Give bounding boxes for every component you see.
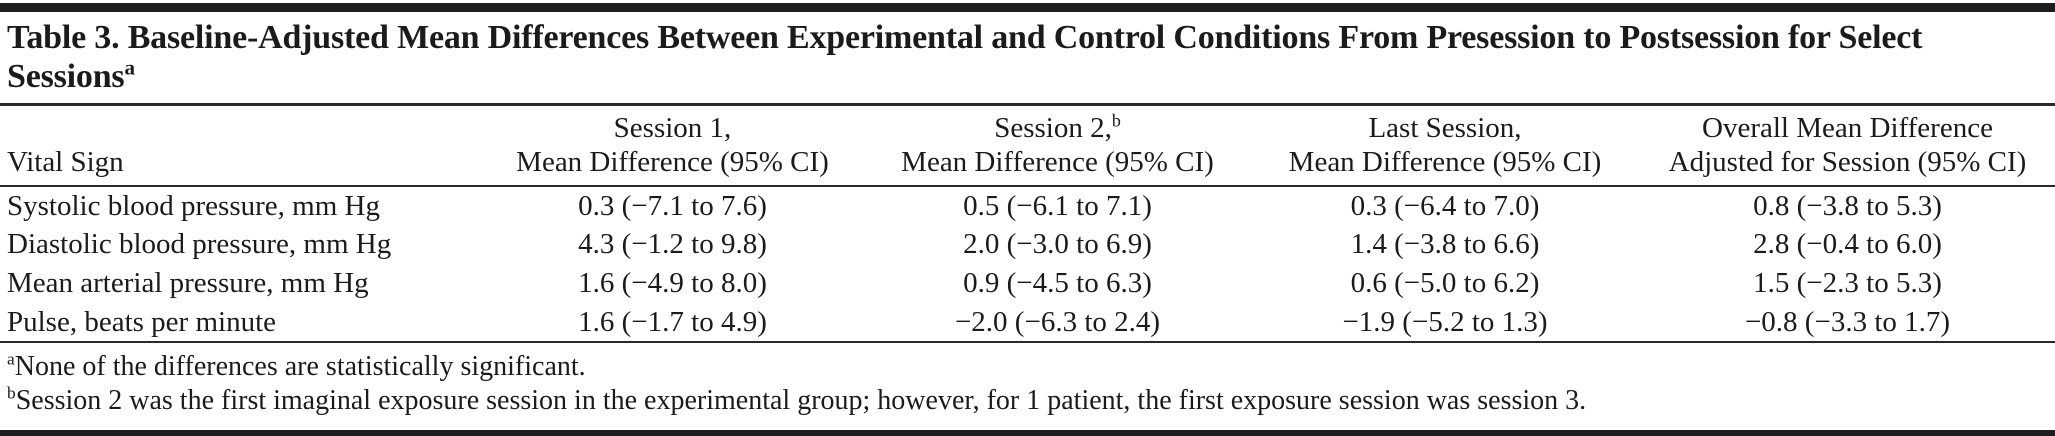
column-header-line1: Session 2,b [994,110,1121,144]
footnote-b: bSession 2 was the first imaginal exposu… [7,384,2051,418]
footnotes: aNone of the differences are statistical… [0,343,2055,418]
title-footnote-marker: a [124,55,135,80]
cell-session2: −2.0 (−6.3 to 2.4) [865,303,1250,343]
cell-session2: 2.0 (−3.0 to 6.9) [963,228,1152,260]
cell-session1: 1.6 (−4.9 to 8.0) [578,267,767,299]
table-row: Diastolic blood pressure, mm Hg 4.3 (−1.… [0,225,2055,264]
footnote-text: Session 2 was the first imaginal exposur… [15,385,1587,416]
cell-overall: 2.8 (−0.4 to 6.0) [1753,228,1942,260]
column-header-last-session: Last Session, Mean Difference (95% CI) [1250,106,1640,187]
column-header-line2: Mean Difference (95% CI) [901,146,1214,178]
table-title-text: Table 3. Baseline-Adjusted Mean Differen… [7,19,1923,95]
cell-overall: 1.5 (−2.3 to 5.3) [1753,267,1942,299]
footnote-a: aNone of the differences are statistical… [7,350,2051,384]
table-row: Mean arterial pressure, mm Hg 1.6 (−4.9 … [0,264,2055,303]
cell-session2: 0.5 (−6.1 to 7.1) [963,189,1152,222]
column-header-vital-sign: Vital Sign [0,106,480,187]
column-header-line1: Last Session, [1368,112,1522,144]
cell-vital-sign: Diastolic blood pressure, mm Hg [7,228,392,260]
bottom-rule-bar [0,430,2055,436]
header-row: Vital Sign Session 1, Mean Difference (9… [0,106,2055,187]
column-header-session1: Session 1, Mean Difference (95% CI) [480,106,865,187]
column-footnote-marker: b [1111,110,1121,131]
footnote-marker: a [7,349,15,369]
data-table: Vital Sign Session 1, Mean Difference (9… [0,106,2055,343]
column-header-session2: Session 2,b Mean Difference (95% CI) [865,106,1250,187]
cell-vital-sign: Mean arterial pressure, mm Hg [7,267,369,299]
cell-session2: 0.9 (−4.5 to 6.3) [963,267,1152,299]
column-header-line2: Mean Difference (95% CI) [1288,146,1602,178]
column-header-line2: Mean Difference (95% CI) [516,146,829,178]
table-body: Systolic blood pressure, mm Hg 0.3 (−7.1… [0,186,2055,343]
table-row: Systolic blood pressure, mm Hg 0.3 (−7.1… [0,186,2055,225]
cell-session1: 0.3 (−7.1 to 7.6) [578,189,767,222]
footnote-marker: b [7,383,16,403]
column-header-overall: Overall Mean Difference Adjusted for Ses… [1640,106,2055,187]
column-header-label: Vital Sign [7,146,124,178]
table-header: Vital Sign Session 1, Mean Difference (9… [0,106,2055,187]
cell-last-session: 1.4 (−3.8 to 6.6) [1350,228,1540,260]
column-header-line2: Adjusted for Session (95% CI) [1668,146,2027,178]
top-rule-bar [0,3,2055,12]
cell-session1: 1.6 (−1.7 to 4.9) [480,303,865,343]
table-title: Table 3. Baseline-Adjusted Mean Differen… [0,12,2055,106]
cell-last-session: 0.6 (−5.0 to 6.2) [1350,267,1540,299]
cell-session1: 4.3 (−1.2 to 9.8) [578,228,767,260]
cell-vital-sign: Pulse, beats per minute [0,303,480,343]
cell-last-session: 0.3 (−6.4 to 7.0) [1350,189,1540,222]
cell-overall: −0.8 (−3.3 to 1.7) [1640,303,2055,343]
paper-table-figure: Table 3. Baseline-Adjusted Mean Differen… [0,3,2055,436]
footnote-text: None of the differences are statisticall… [14,351,586,382]
table-row: Pulse, beats per minute 1.6 (−1.7 to 4.9… [0,303,2055,343]
column-header-line1: Session 1, [613,112,732,144]
cell-last-session: −1.9 (−5.2 to 1.3) [1250,303,1640,343]
column-header-line1: Overall Mean Difference [1702,112,1993,144]
cell-overall: 0.8 (−3.8 to 5.3) [1753,189,1942,222]
cell-vital-sign: Systolic blood pressure, mm Hg [7,189,380,222]
